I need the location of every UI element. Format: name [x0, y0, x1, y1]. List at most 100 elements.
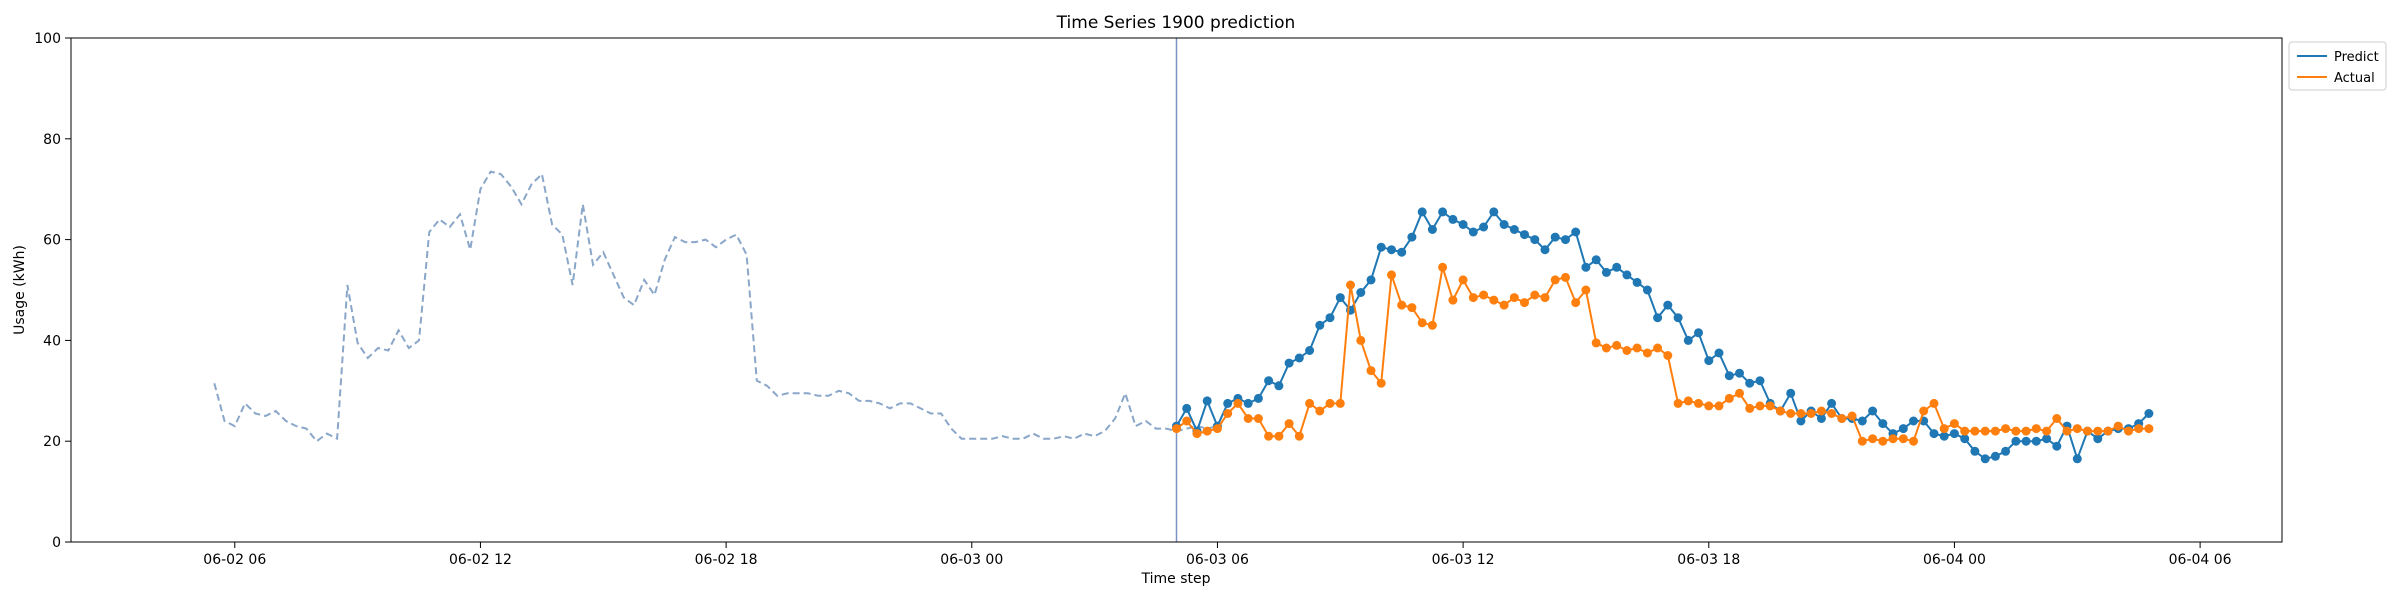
data-point-predict — [1561, 235, 1570, 245]
data-point-predict — [1786, 388, 1796, 398]
y-tick-label: 20 — [43, 434, 61, 450]
x-tick-label: 06-02 12 — [449, 552, 512, 568]
data-point-actual — [1223, 409, 1233, 418]
x-tick-label: 06-03 00 — [940, 552, 1003, 568]
y-axis-title: Usage (kWh) — [12, 245, 28, 335]
data-point-predict — [1571, 227, 1581, 237]
data-point-actual — [2021, 426, 2031, 436]
data-point-predict — [2042, 434, 2052, 444]
legend-label-actual: Actual — [2334, 71, 2375, 86]
data-point-actual — [1520, 298, 1529, 308]
data-point-actual — [2124, 426, 2133, 436]
y-tick-label: 40 — [43, 333, 61, 349]
data-point-actual — [1673, 398, 1683, 408]
data-point-actual — [1714, 401, 1724, 411]
data-point-predict — [1601, 267, 1611, 277]
data-point-actual — [1857, 436, 1867, 446]
data-point-actual — [1202, 426, 1212, 436]
data-point-predict — [2031, 436, 2041, 446]
data-point-predict — [1960, 434, 1970, 444]
data-point-predict — [1714, 348, 1724, 358]
data-point-predict — [1970, 446, 1980, 456]
data-point-predict — [1857, 416, 1867, 426]
data-point-actual — [1182, 416, 1192, 426]
data-point-actual — [2062, 426, 2072, 436]
data-point-actual — [2103, 426, 2113, 436]
data-point-actual — [1550, 275, 1560, 285]
data-point-predict — [2072, 454, 2082, 464]
data-point-predict — [1448, 214, 1458, 224]
data-point-predict — [1581, 262, 1591, 272]
data-point-actual — [2113, 421, 2123, 431]
data-point-predict — [1305, 346, 1315, 355]
data-point-predict — [1939, 431, 1949, 441]
data-point-actual — [2072, 424, 2082, 434]
data-point-predict — [1223, 398, 1233, 408]
data-point-actual — [1366, 366, 1376, 376]
data-point-predict — [1427, 225, 1437, 234]
data-point-predict — [2011, 436, 2021, 446]
data-point-actual — [1847, 411, 1857, 421]
data-point-predict — [1407, 232, 1417, 242]
data-point-predict — [1724, 371, 1734, 381]
data-point-predict — [2052, 441, 2062, 451]
data-point-predict — [1315, 320, 1325, 330]
data-point-actual — [1775, 406, 1785, 416]
x-tick-label: 06-04 00 — [1923, 552, 1986, 568]
data-point-actual — [1939, 424, 1949, 434]
data-point-actual — [1253, 414, 1263, 423]
data-point-predict — [1612, 262, 1622, 272]
x-tick-label: 06-02 06 — [203, 552, 266, 568]
data-point-predict — [1202, 396, 1212, 406]
data-point-predict — [2144, 409, 2154, 418]
data-point-actual — [1325, 398, 1335, 408]
data-point-predict — [1243, 398, 1253, 408]
data-point-actual — [1274, 431, 1284, 441]
data-point-predict — [1274, 381, 1284, 391]
data-point-actual — [1970, 426, 1980, 436]
data-point-predict — [1489, 207, 1499, 217]
data-point-predict — [1755, 376, 1765, 386]
data-point-predict — [1530, 235, 1540, 245]
data-point-actual — [1612, 340, 1622, 350]
data-point-actual — [2134, 424, 2144, 434]
data-point-actual — [1192, 429, 1202, 439]
data-point-predict — [1540, 245, 1550, 255]
series-line-actual — [1175, 267, 2149, 443]
data-point-predict — [1499, 220, 1509, 229]
data-point-actual — [1448, 295, 1458, 305]
data-point-predict — [2001, 446, 2011, 456]
data-point-actual — [1980, 426, 1990, 436]
data-point-predict — [1509, 225, 1519, 234]
data-point-actual — [1816, 406, 1826, 416]
data-point-predict — [1796, 416, 1806, 426]
data-point-actual — [1990, 426, 2000, 436]
y-tick-label: 100 — [34, 31, 61, 47]
data-point-predict — [1632, 277, 1642, 287]
data-point-predict — [1694, 328, 1703, 338]
data-point-predict — [1438, 207, 1448, 217]
data-point-predict — [2021, 436, 2031, 446]
data-point-predict — [1816, 414, 1826, 423]
plot-area — [213, 38, 2154, 542]
data-point-predict — [1653, 313, 1663, 323]
x-tick-label: 06-03 12 — [1432, 552, 1495, 568]
data-point-predict — [1949, 429, 1959, 439]
data-point-actual — [1335, 398, 1345, 408]
data-point-predict — [1735, 368, 1744, 378]
y-axis: 0 20 40 60 80 100 — [34, 31, 71, 551]
data-point-predict — [1458, 220, 1468, 229]
data-point-actual — [1499, 300, 1509, 310]
data-point-actual — [1929, 398, 1939, 408]
data-point-actual — [1837, 414, 1847, 423]
data-point-predict — [1335, 293, 1345, 303]
data-point-predict — [1182, 403, 1192, 413]
data-point-actual — [1601, 343, 1611, 353]
data-point-predict — [1253, 393, 1263, 403]
data-point-predict — [1325, 313, 1335, 323]
data-point-actual — [1878, 436, 1888, 446]
x-tick-label: 06-04 06 — [2169, 552, 2232, 568]
data-point-actual — [1653, 343, 1663, 353]
legend: Predict Actual — [2288, 41, 2387, 91]
data-point-actual — [1888, 434, 1898, 444]
